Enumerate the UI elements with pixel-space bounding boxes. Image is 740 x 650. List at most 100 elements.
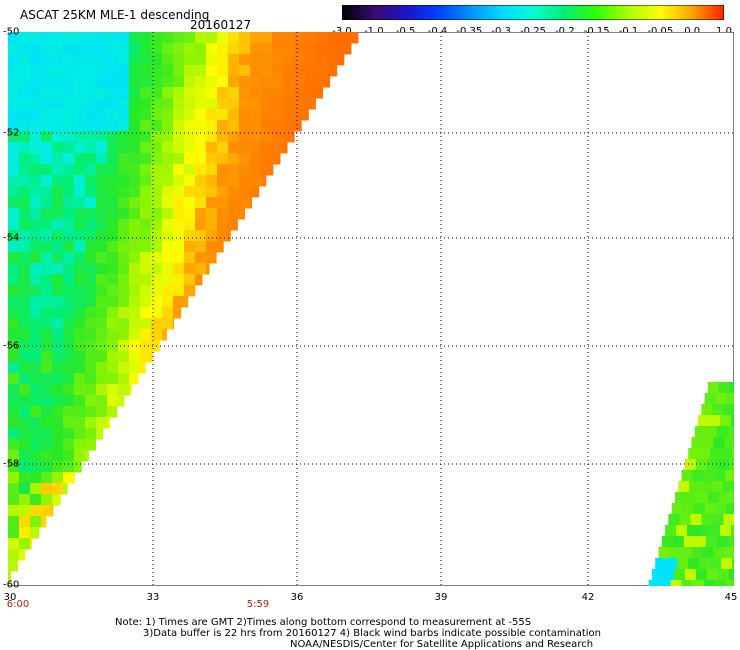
swath-cell <box>250 43 262 55</box>
swath-cell <box>19 43 31 55</box>
swath-cell <box>228 142 240 154</box>
swath-cell <box>711 481 723 493</box>
swath-cell <box>52 472 64 484</box>
swath-cell <box>74 186 86 198</box>
swath-cell <box>74 428 86 440</box>
swath-cell <box>250 32 262 44</box>
swath-cell <box>8 307 20 319</box>
swath-cell <box>63 230 75 242</box>
swath-cell <box>261 109 273 121</box>
swath-cell <box>74 340 86 352</box>
swath-cell <box>239 131 251 143</box>
swath-cell <box>217 230 229 242</box>
swath-cell <box>129 153 141 165</box>
swath-cell <box>30 307 42 319</box>
swath-cell <box>30 505 42 517</box>
swath-cell <box>96 417 108 429</box>
swath-cell <box>261 87 273 99</box>
swath-cell <box>173 208 185 220</box>
swath-cell <box>283 87 295 99</box>
swath-cell <box>676 525 688 537</box>
swath-cell <box>173 43 185 55</box>
swath-cell <box>8 516 20 528</box>
swath-cell <box>8 120 20 132</box>
swath-cell <box>85 241 97 253</box>
swath-cell <box>717 569 730 581</box>
swath-cell <box>85 340 97 352</box>
swath-cell <box>705 536 718 548</box>
swath-cell <box>217 175 229 187</box>
swath-cell <box>52 175 64 187</box>
swath-cell <box>19 120 31 132</box>
swath-cell <box>74 197 86 209</box>
swath-cell <box>173 230 185 242</box>
swath-cell <box>727 536 734 548</box>
swath-cell <box>195 76 207 88</box>
swath-cell <box>239 87 251 99</box>
swath-cell <box>30 54 42 66</box>
swath-cell <box>162 208 174 220</box>
swath-cell <box>96 120 108 132</box>
swath-cell <box>129 65 141 77</box>
swath-cell <box>85 439 96 451</box>
swath-cell <box>239 197 251 209</box>
swath-cell <box>162 285 174 297</box>
swath-cell <box>8 164 20 176</box>
swath-cell <box>129 43 141 55</box>
swath-cell <box>206 164 218 176</box>
swath-cell <box>316 87 324 99</box>
swath-cell <box>151 109 163 121</box>
swath-cell <box>30 98 42 110</box>
swath-cell <box>294 65 306 77</box>
swath-cell <box>118 98 130 110</box>
swath-cell <box>651 569 664 581</box>
swath-cell <box>85 142 97 154</box>
swath-cell <box>701 404 713 416</box>
swath-cell <box>129 373 139 385</box>
swath-cell <box>666 558 678 570</box>
swath-cell <box>118 263 130 275</box>
swath-cell <box>195 230 207 242</box>
swath-cell <box>184 109 196 121</box>
swath-cell <box>728 569 734 581</box>
swath-cell <box>8 351 20 363</box>
swath-cell <box>151 87 163 99</box>
swath-cell <box>261 54 273 66</box>
swath-cell <box>217 208 229 220</box>
lat-label: -50 <box>3 26 20 38</box>
swath-cell <box>327 32 339 44</box>
swath-cell <box>206 252 217 264</box>
swath-cell <box>118 65 130 77</box>
swath-cell <box>195 87 207 99</box>
swath-cell <box>162 329 167 341</box>
swath-cell <box>721 448 733 460</box>
swath-cell <box>684 569 697 581</box>
swath-cell <box>52 362 64 374</box>
swath-cell <box>52 494 61 506</box>
swath-cell <box>140 87 152 99</box>
swath-cell <box>184 153 196 165</box>
swath-cell <box>8 296 20 308</box>
swath-cell <box>85 175 97 187</box>
swath-cell <box>52 76 64 88</box>
swath-cell <box>670 580 683 586</box>
swath-cell <box>173 197 185 209</box>
swath-cell <box>96 329 108 341</box>
swath-cell <box>74 230 86 242</box>
swath-cell <box>217 197 229 209</box>
swath-cell <box>52 329 64 341</box>
swath-cell <box>19 274 31 286</box>
swath-cell <box>52 351 64 363</box>
swath-cell <box>63 43 75 55</box>
swath-cell <box>228 32 240 44</box>
map-date: 20160127 <box>190 18 252 32</box>
swath-cell <box>173 186 185 198</box>
swath-cell <box>107 43 119 55</box>
swath-cell <box>217 87 229 99</box>
swath-cell <box>704 393 717 405</box>
swath-cell <box>107 87 119 99</box>
swath-cell <box>228 164 240 176</box>
swath-cell <box>8 505 20 517</box>
swath-cell <box>140 307 152 319</box>
swath-cell <box>96 340 108 352</box>
